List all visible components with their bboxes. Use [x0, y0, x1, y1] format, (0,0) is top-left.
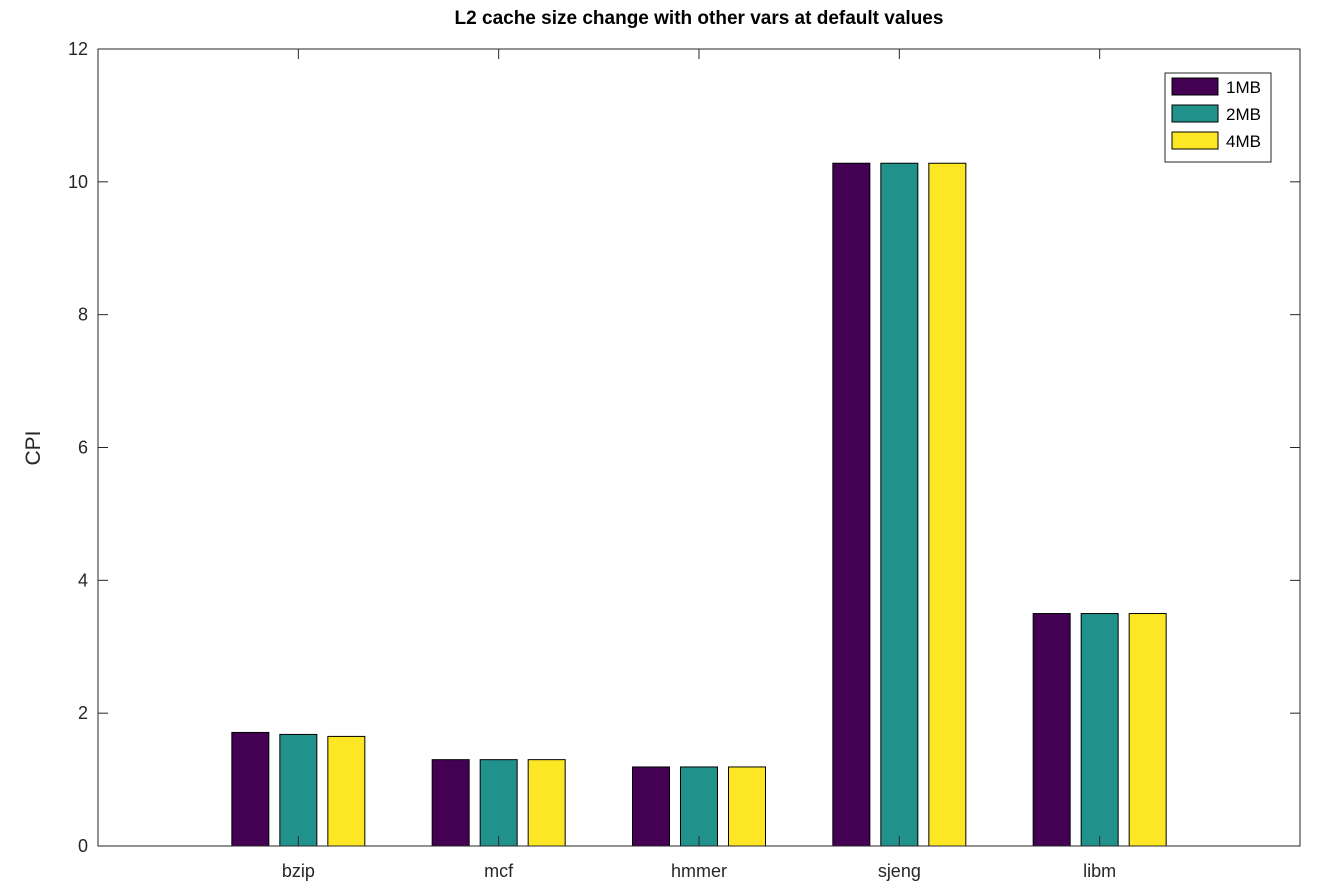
- bar-mcf-2MB: [479, 759, 518, 847]
- x-tick-label: hmmer: [671, 861, 727, 881]
- bar-hmmer-4MB: [728, 766, 766, 847]
- legend: 1MB 2MB 4MB: [1164, 72, 1272, 163]
- chart-title: L2 cache size change with other vars at …: [455, 8, 944, 29]
- x-tick-label: bzip: [282, 861, 315, 881]
- bar-libm-4MB: [1128, 613, 1167, 847]
- bar-bzip-1MB: [231, 731, 270, 847]
- y-tick-label: 4: [78, 570, 88, 590]
- x-tick-label: mcf: [484, 861, 514, 881]
- bar-mcf-4MB: [527, 759, 566, 847]
- legend-label-2MB: 2MB: [1226, 105, 1261, 124]
- x-tick-label: sjeng: [878, 861, 921, 881]
- bar-sjeng-2MB: [880, 162, 919, 847]
- bar-libm-2MB: [1080, 613, 1119, 847]
- plot-area: [98, 49, 1300, 846]
- legend-swatch-4MB: [1171, 131, 1219, 150]
- y-tick-label: 8: [78, 305, 88, 325]
- y-tick-label: 10: [68, 172, 88, 192]
- bar-libm-1MB: [1032, 613, 1071, 847]
- y-axis-label: CPI: [22, 430, 45, 465]
- legend-swatch-2MB: [1171, 104, 1219, 123]
- bar-sjeng-1MB: [832, 162, 871, 847]
- bar-bzip-4MB: [327, 735, 366, 847]
- legend-label-1MB: 1MB: [1226, 78, 1261, 97]
- y-tick-label: 0: [78, 836, 88, 856]
- y-tick-label: 2: [78, 703, 88, 723]
- plot-background: [98, 49, 1300, 846]
- bar-hmmer-2MB: [680, 766, 718, 847]
- bar-hmmer-1MB: [632, 766, 670, 847]
- legend-label-4MB: 4MB: [1226, 132, 1261, 151]
- axes-group: 0 2 4 6 8 10 12 bzip mcf hmmer sjeng libm: [68, 39, 1301, 881]
- y-tick-label: 12: [68, 39, 88, 59]
- bar-bzip-2MB: [279, 733, 318, 847]
- bar-sjeng-4MB: [928, 162, 967, 847]
- x-tick-label: libm: [1083, 861, 1116, 881]
- y-tick-label: 6: [78, 438, 88, 458]
- legend-swatch-1MB: [1171, 77, 1219, 96]
- bar-mcf-1MB: [431, 759, 470, 847]
